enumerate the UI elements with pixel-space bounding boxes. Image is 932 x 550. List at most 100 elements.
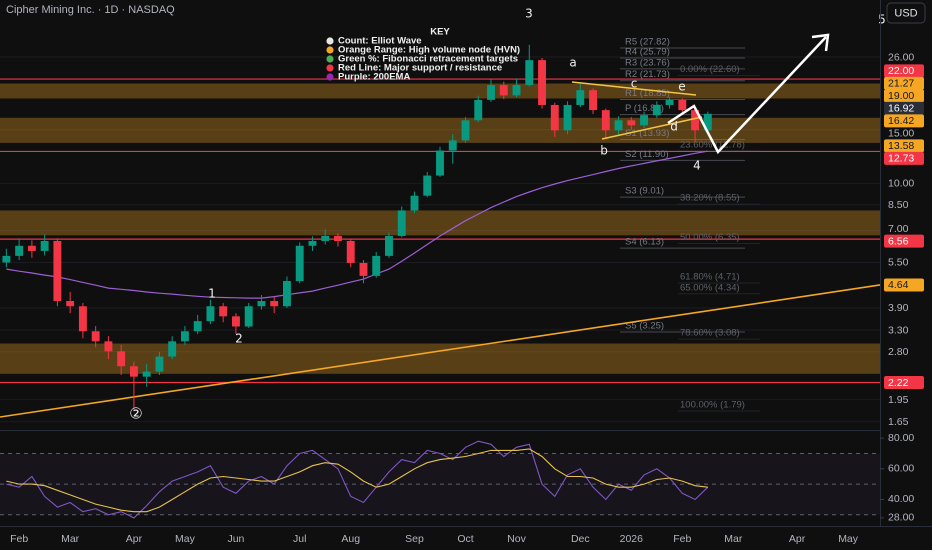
level-label: 6.56 [888, 235, 909, 247]
x-tick-label: Aug [341, 533, 360, 545]
hvn-zone [0, 210, 880, 236]
rsi-tick-label: 40.00 [888, 493, 914, 505]
wave-label: 1 [208, 287, 216, 301]
y-tick-label: 7.00 [888, 223, 909, 235]
pivot-label: R4 (25.79) [625, 47, 670, 58]
triangle-upper [571, 81, 697, 96]
candle-body [665, 99, 674, 105]
candle-body [627, 120, 636, 126]
rsi-tick-label: 60.00 [888, 463, 914, 475]
candle-body [78, 306, 87, 332]
key-title: KEY [430, 27, 450, 38]
candle-body [614, 120, 623, 131]
wave-label: c [631, 77, 638, 91]
trendline-label: 4.64 [888, 279, 909, 291]
key-swatch [326, 73, 334, 81]
wave-label: ② [129, 405, 142, 423]
level-label: 12.73 [888, 153, 914, 165]
rsi-panel: 80.00 60.00 40.00 28.00 [0, 432, 914, 524]
candle-body [538, 60, 546, 105]
level-label-box [884, 375, 924, 389]
y-tick-label: 3.90 [888, 302, 909, 314]
price-axis: 26.00 22.0021.2719.0016.9216.4215.0013.58… [884, 51, 924, 428]
key-item: Green %: Fibonacci retracement targets [338, 54, 518, 65]
pivot-label: R2 (21.73) [625, 69, 670, 80]
hvn-zone [0, 117, 880, 143]
trendline [0, 284, 881, 418]
key-item: Orange Range: High volume node (HVN) [338, 45, 520, 56]
candle-body [66, 301, 75, 307]
rsi-tick-label: 28.00 [888, 512, 914, 524]
key-swatch [326, 64, 334, 72]
x-tick-label: Mar [61, 533, 80, 545]
candle-body [142, 371, 151, 377]
candle-body [385, 235, 393, 256]
last-price-label: 16.92 [888, 103, 914, 115]
zone-edge-label: 21.27 [888, 78, 914, 90]
drawings: 3 1 2 ② a b c d e 4 5 [129, 7, 886, 423]
candle-body [283, 281, 291, 307]
candle-body [219, 306, 228, 317]
y-tick-label: 15.00 [888, 128, 914, 140]
fib-label: 100.00% (1.79) [680, 399, 745, 410]
candle-body [334, 235, 342, 241]
candle-body [15, 245, 24, 256]
candle-body [589, 90, 597, 111]
candle-body [129, 366, 138, 377]
fib-label: 78.60% (3.08) [680, 328, 740, 339]
candle-body [691, 110, 700, 131]
candle-body [91, 331, 100, 342]
wave-label: 4 [693, 159, 701, 173]
level-label-box [884, 151, 924, 165]
wave-label: 2 [235, 332, 243, 346]
candle-body [295, 245, 304, 282]
x-tick-label: May [175, 533, 196, 545]
pivot-label: S5 (3.25) [625, 321, 664, 332]
key-swatch [326, 55, 334, 63]
key-swatch [326, 46, 334, 54]
candle-body [372, 255, 381, 276]
candle-body [448, 140, 457, 151]
y-tick-label: 3.30 [888, 324, 909, 336]
x-tick-label: May [838, 533, 859, 545]
candle-body [703, 113, 712, 131]
zone-edge-label-box [884, 114, 924, 128]
currency-button[interactable] [886, 2, 926, 24]
zone-edge-label-box [884, 89, 924, 103]
candle-body [576, 90, 585, 105]
level-label-box [884, 64, 924, 78]
fib-label: 0.00% (22.60) [680, 64, 740, 75]
zone-edge-label: 19.00 [888, 90, 914, 102]
candle-body [461, 120, 470, 141]
candle-body [474, 99, 483, 121]
y-tick-label: 26.00 [888, 51, 914, 63]
y-tick-label: 5.50 [888, 257, 909, 269]
currency-label[interactable]: USD [894, 7, 917, 19]
candle-body [257, 301, 266, 307]
y-tick-label: 1.95 [888, 394, 909, 406]
candle-body [487, 85, 495, 100]
candle-body [436, 150, 444, 176]
candle-body [550, 104, 559, 131]
candle-body [308, 240, 317, 246]
rsi-line [6, 448, 708, 513]
candle-body [423, 175, 432, 196]
zone-edge-label-box [884, 76, 924, 90]
candle-body [244, 306, 253, 327]
candle-body [168, 341, 177, 357]
candle-body [231, 316, 240, 327]
level-label: 22.00 [888, 65, 914, 77]
wave-label: b [600, 144, 608, 158]
hvn-zone [0, 83, 880, 99]
fib-label: 50.00% (6.35) [680, 232, 740, 243]
y-tick-label: 2.80 [888, 346, 909, 358]
x-tick-label: Nov [507, 533, 526, 545]
chart-title: Cipher Mining Inc. · 1D · NASDAQ [6, 4, 175, 16]
triangle-lower [601, 116, 703, 140]
candle-body [525, 60, 534, 86]
time-axis: Feb Mar Apr May Jun Jul Aug Sep Oct Nov Dec 2026 Feb… [10, 533, 859, 545]
pivot-label: R5 (27.82) [625, 37, 670, 48]
candle-body [2, 255, 11, 263]
